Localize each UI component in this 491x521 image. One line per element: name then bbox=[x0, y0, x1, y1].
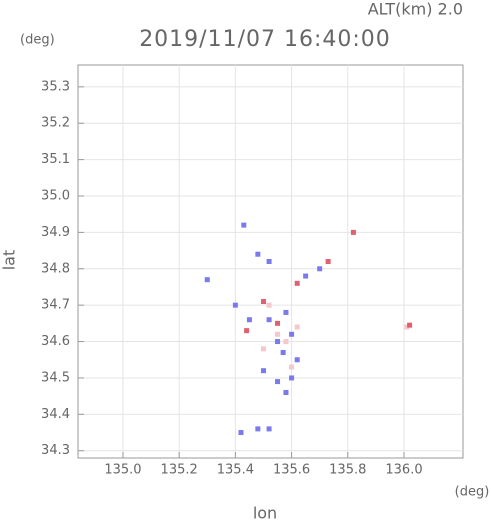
echo-point bbox=[255, 426, 261, 432]
echo-point bbox=[266, 259, 272, 264]
y-tick-label: 35.2 bbox=[41, 116, 70, 131]
y-tick-label: 34.7 bbox=[41, 298, 70, 313]
echo-point bbox=[303, 273, 309, 279]
y-tick-label: 35.3 bbox=[41, 79, 70, 94]
y-tick-label: 34.9 bbox=[41, 225, 70, 240]
echo-point bbox=[260, 299, 266, 305]
x-axis-label: lon bbox=[253, 504, 277, 521]
echo-point bbox=[407, 322, 413, 328]
echo-point bbox=[246, 317, 252, 323]
echo-point bbox=[204, 277, 210, 283]
echo-point bbox=[266, 426, 272, 432]
echo-point bbox=[283, 339, 289, 345]
y-unit: (deg) bbox=[20, 33, 55, 48]
echo-point bbox=[275, 339, 281, 345]
echo-point bbox=[350, 229, 356, 235]
y-tick-label: 34.5 bbox=[41, 370, 70, 385]
echo-point bbox=[260, 368, 266, 374]
echo-point bbox=[275, 379, 281, 385]
x-tick-label: 135.6 bbox=[273, 463, 310, 478]
x-tick-label: 135.8 bbox=[329, 463, 366, 478]
echo-point bbox=[266, 302, 272, 308]
echo-point bbox=[275, 320, 281, 326]
y-tick-label: 35.1 bbox=[41, 152, 70, 167]
x-tick-label: 136.0 bbox=[385, 463, 422, 478]
echo-point bbox=[238, 430, 244, 436]
echo-point bbox=[255, 251, 261, 257]
echo-point bbox=[289, 375, 295, 381]
plot-frame bbox=[77, 64, 464, 459]
echo-point bbox=[289, 331, 295, 337]
echo-point bbox=[325, 259, 331, 264]
altitude: ALT(km) 2.0 bbox=[368, 0, 463, 19]
echo-point bbox=[266, 317, 272, 323]
echo-point bbox=[294, 357, 300, 363]
x-tick-label: 135.0 bbox=[104, 463, 141, 478]
echo-point bbox=[294, 280, 300, 286]
y-tick-label: 34.4 bbox=[41, 407, 70, 422]
y-tick-label: 34.3 bbox=[41, 443, 70, 458]
y-tick-label: 34.8 bbox=[41, 261, 70, 276]
echo-point bbox=[289, 364, 295, 370]
echo-point bbox=[241, 222, 247, 228]
echo-point bbox=[260, 346, 266, 352]
echo-point bbox=[244, 328, 250, 334]
x-unit: (deg) bbox=[455, 485, 490, 500]
y-axis-label: lat bbox=[0, 250, 19, 271]
echo-point bbox=[283, 309, 289, 315]
echo-point bbox=[317, 266, 323, 272]
echo-point bbox=[232, 302, 238, 308]
x-tick-label: 135.2 bbox=[161, 463, 198, 478]
y-tick-label: 34.6 bbox=[41, 334, 70, 349]
chart-title: 2019/11/07 16:40:00 bbox=[139, 27, 391, 52]
echo-point bbox=[404, 324, 410, 330]
echo-point bbox=[283, 390, 289, 395]
y-tick-label: 35.0 bbox=[41, 189, 70, 204]
x-tick-label: 135.4 bbox=[217, 463, 254, 478]
echo-point bbox=[275, 331, 281, 337]
echo-point bbox=[280, 349, 286, 355]
echo-point bbox=[294, 324, 300, 330]
